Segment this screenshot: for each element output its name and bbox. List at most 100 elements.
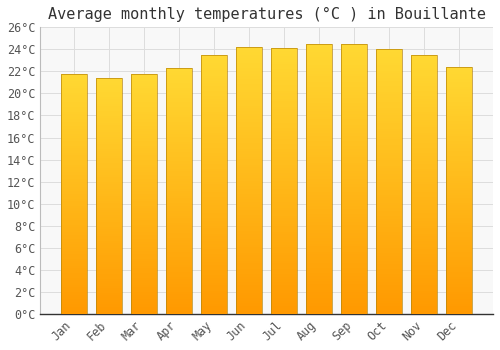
Bar: [306, 289, 332, 292]
Bar: [446, 126, 472, 129]
Bar: [61, 114, 87, 117]
Bar: [306, 214, 332, 217]
Bar: [201, 218, 228, 220]
Bar: [446, 302, 472, 304]
Bar: [446, 77, 472, 79]
Bar: [131, 103, 157, 105]
Bar: [61, 76, 87, 78]
Bar: [201, 262, 228, 265]
Bar: [131, 201, 157, 203]
Bar: [236, 159, 262, 162]
Bar: [376, 208, 402, 211]
Bar: [166, 292, 192, 294]
Bar: [131, 198, 157, 201]
Bar: [446, 183, 472, 186]
Bar: [341, 90, 367, 92]
Bar: [236, 247, 262, 250]
Bar: [306, 103, 332, 106]
Bar: [376, 118, 402, 121]
Bar: [61, 143, 87, 146]
Bar: [131, 292, 157, 295]
Bar: [201, 267, 228, 270]
Bar: [411, 107, 438, 109]
Bar: [376, 253, 402, 256]
Bar: [411, 254, 438, 257]
Bar: [306, 146, 332, 149]
Bar: [411, 197, 438, 200]
Bar: [131, 242, 157, 244]
Bar: [341, 198, 367, 201]
Bar: [411, 177, 438, 179]
Bar: [96, 203, 122, 205]
Bar: [271, 216, 297, 218]
Bar: [446, 141, 472, 144]
Bar: [376, 237, 402, 240]
Bar: [271, 112, 297, 115]
Bar: [131, 162, 157, 165]
Bar: [376, 264, 402, 266]
Bar: [271, 133, 297, 136]
Bar: [446, 265, 472, 267]
Bar: [306, 138, 332, 141]
Bar: [271, 176, 297, 178]
Bar: [236, 130, 262, 133]
Bar: [166, 156, 192, 159]
Bar: [376, 179, 402, 182]
Title: Average monthly temperatures (°C ) in Bouillante: Average monthly temperatures (°C ) in Bo…: [48, 7, 486, 22]
Bar: [236, 92, 262, 95]
Bar: [306, 47, 332, 49]
Bar: [306, 295, 332, 298]
Bar: [61, 302, 87, 304]
Bar: [376, 110, 402, 113]
Bar: [341, 281, 367, 284]
Bar: [271, 75, 297, 77]
Bar: [306, 281, 332, 284]
Bar: [201, 213, 228, 216]
Bar: [341, 260, 367, 262]
Bar: [376, 243, 402, 245]
Bar: [201, 190, 228, 192]
Bar: [236, 47, 262, 314]
Bar: [96, 243, 122, 245]
Bar: [131, 275, 157, 278]
Bar: [166, 68, 192, 71]
Bar: [411, 63, 438, 65]
Bar: [271, 96, 297, 99]
Bar: [96, 295, 122, 298]
Bar: [236, 69, 262, 71]
Bar: [446, 188, 472, 190]
Bar: [271, 117, 297, 120]
Bar: [446, 232, 472, 235]
Bar: [201, 104, 228, 107]
Bar: [271, 210, 297, 213]
Bar: [411, 153, 438, 156]
Bar: [271, 102, 297, 104]
Bar: [201, 140, 228, 143]
Bar: [96, 104, 122, 106]
Bar: [61, 254, 87, 256]
Bar: [271, 261, 297, 264]
Bar: [61, 131, 87, 134]
Bar: [411, 166, 438, 169]
Bar: [306, 127, 332, 130]
Bar: [131, 122, 157, 124]
Bar: [236, 218, 262, 220]
Bar: [341, 262, 367, 265]
Bar: [446, 257, 472, 260]
Bar: [96, 158, 122, 161]
Bar: [306, 98, 332, 100]
Bar: [96, 142, 122, 144]
Bar: [166, 115, 192, 117]
Bar: [236, 117, 262, 119]
Bar: [411, 265, 438, 267]
Bar: [61, 261, 87, 264]
Bar: [306, 95, 332, 98]
Bar: [271, 213, 297, 216]
Bar: [166, 147, 192, 149]
Bar: [341, 238, 367, 241]
Bar: [201, 120, 228, 122]
Bar: [271, 181, 297, 184]
Bar: [61, 122, 87, 124]
Bar: [201, 290, 228, 293]
Bar: [306, 292, 332, 295]
